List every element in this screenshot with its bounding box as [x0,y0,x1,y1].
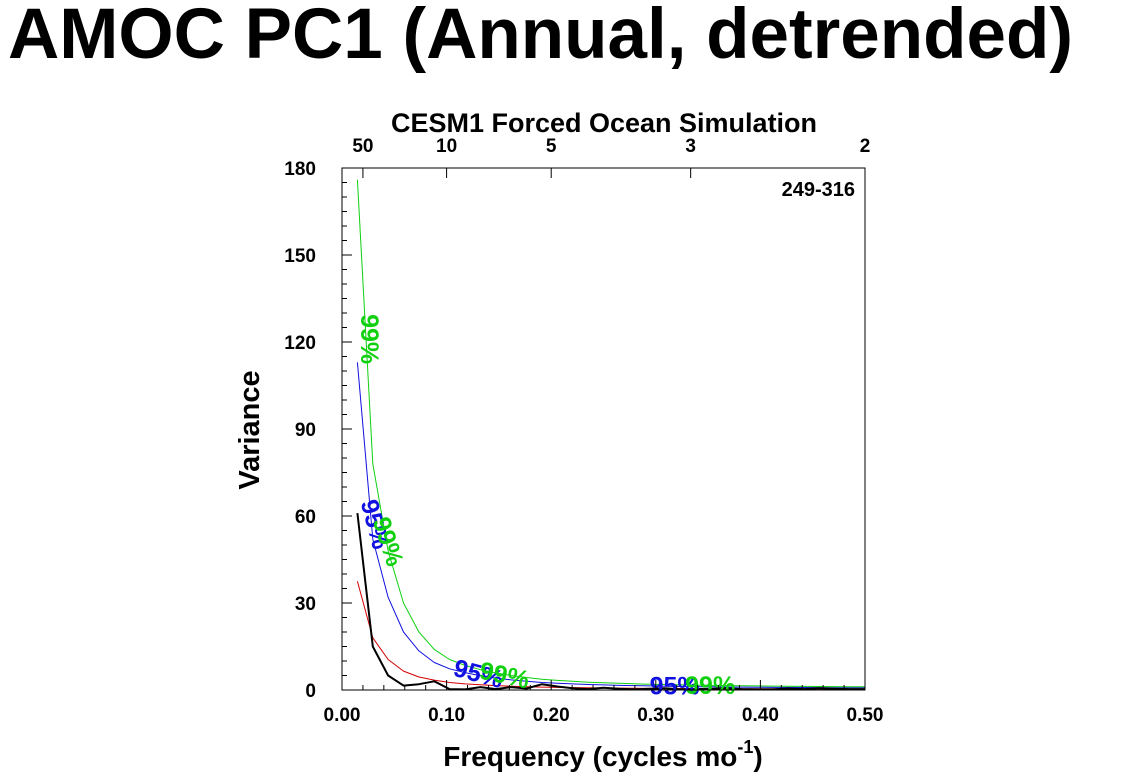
plot-area [342,168,865,690]
x-tick-label: 0.50 [847,705,884,726]
y-tick-label: 60 [295,507,316,528]
y-tick-label: 120 [284,333,316,354]
confidence-95-line [356,362,866,689]
page-title: AMOC PC1 (Annual, detrended) [8,0,1074,74]
top-tick-label: 5 [546,136,557,157]
y-axis-label: Variance [234,370,266,489]
x-tick-label: 0.30 [637,705,674,726]
contour-label-7: 99% [685,672,735,700]
top-tick-label: 3 [685,136,696,157]
x-axis-label-suffix: ) [753,741,762,772]
spectrum-line [356,512,865,691]
y-tick-label: 150 [284,246,316,267]
x-tick-label: 0.40 [742,705,779,726]
x-axis-label-text: Frequency (cycles mo [443,741,737,772]
contour-label-1: 99% [355,314,383,364]
top-tick-label: 50 [352,136,373,157]
x-tick-label: 0.20 [533,705,570,726]
top-tick-label: 2 [860,136,871,157]
confidence-99-line [356,179,866,688]
x-axis-label: Frequency (cycles mo-1) [443,737,762,772]
x-tick-label: 0.10 [428,705,465,726]
y-tick-label: 180 [284,159,316,180]
period-annotation: 249-316 [782,179,855,201]
x-tick-label: 0.00 [324,705,361,726]
contour-label-6: 95% [650,673,700,701]
x-axis-label-exponent: -1 [737,737,753,757]
y-tick-label: 30 [295,594,316,615]
y-tick-label: 90 [295,420,316,441]
top-tick-label: 10 [436,136,457,157]
chart-subtitle: CESM1 Forced Ocean Simulation [391,108,817,138]
y-tick-label: 0 [305,681,316,702]
